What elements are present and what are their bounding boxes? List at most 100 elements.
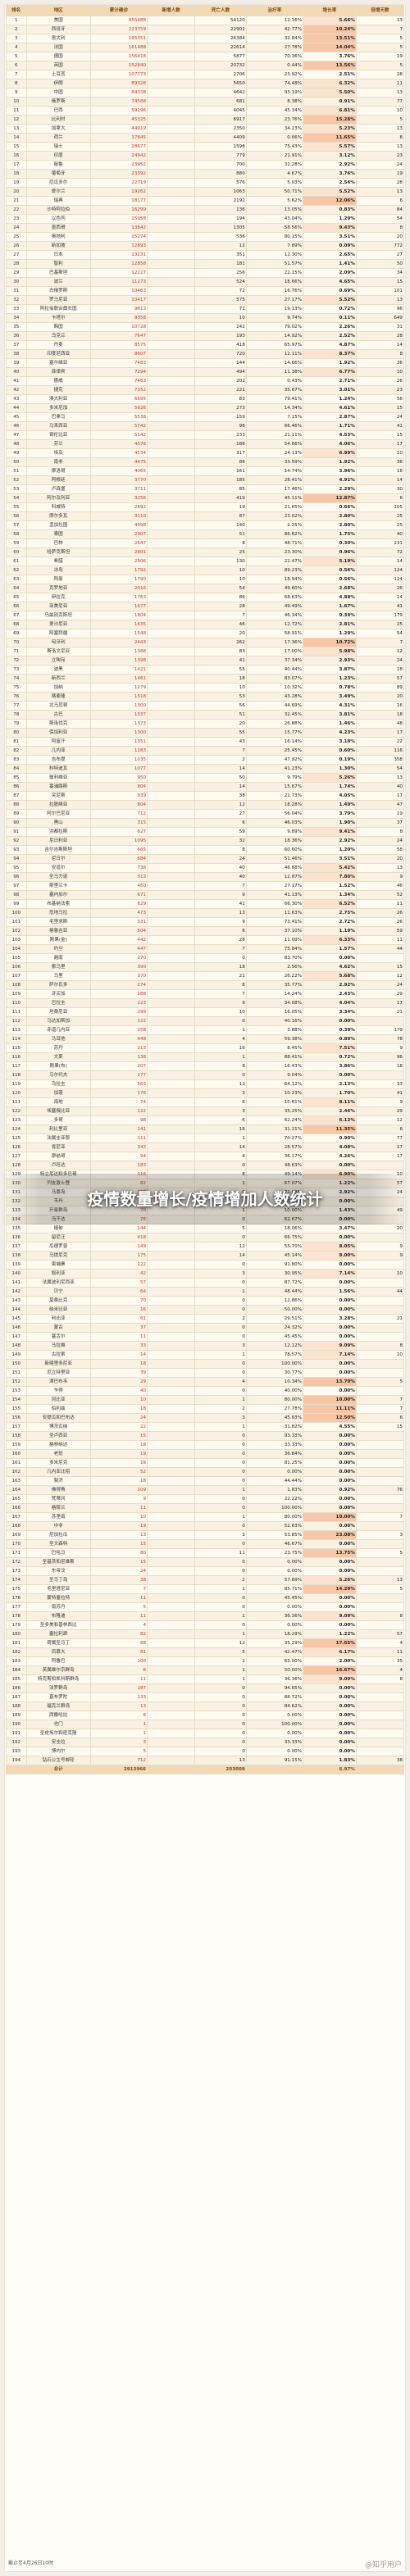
cell-days: 18 [355,710,405,720]
cell-rank: 79 [6,719,27,729]
header-region: 地区 [25,5,91,16]
cell-confirmed: 5538 [89,412,148,422]
cell-new [147,1647,196,1657]
table-row: 52 阿根廷 3770 185 28.41% 4.91% 14 [6,475,405,485]
cell-new [147,557,196,566]
cell-deaths: 5 [194,1647,247,1657]
cell-growth: 0.30% [303,538,357,548]
cell-growth: 4.31% [303,701,357,711]
table-row: 109 牙买加 288 7 14.24% 2.43% 29 [6,989,405,999]
cell-region: 韩国 [25,322,91,332]
cell-deaths: 10 [194,1007,247,1017]
cell-rate: 50.00% [245,1665,304,1675]
cell-days [355,1701,405,1711]
cell-new [147,304,196,314]
cell-rank: 167 [6,1512,27,1522]
table-row: 20 爱尔兰 19262 1063 50.71% 5.52% 13 [6,187,405,197]
cell-new [147,403,196,413]
cell-rate: 27.78% [245,1404,304,1414]
cell-region: 哈萨克斯坦 [25,547,91,557]
cell-rate: 4.67% [245,169,304,179]
table-row: 11 巴西 59196 4045 45.34% 6.81% 10 [6,106,405,116]
cell-days: 28 [355,178,405,188]
cell-new [147,1701,196,1711]
cell-confirmed: 33 [89,1341,148,1351]
cell-confirmed: 5926 [89,403,148,413]
cell-rate: 80.15% [245,232,304,242]
cell-days: 77 [355,1134,405,1143]
cell-rank: 153 [6,1386,27,1396]
cell-deaths: 419 [194,493,247,503]
cell-rank: 165 [6,1494,27,1504]
cell-confirmed: 712 [89,1756,148,1765]
cell-deaths: 159 [194,412,247,422]
cell-region: 文莱 [25,1052,91,1062]
cell-rate: 30.95% [245,1269,304,1279]
cell-new [147,1575,196,1585]
cell-new [147,827,196,837]
cell-new [147,1341,196,1351]
table-row: 137 瓜德罗普 149 12 55.70% 8.05% 9 [6,1242,405,1252]
cell-days [355,1711,405,1720]
cell-rate: 35.87% [245,385,304,395]
cell-new [147,277,196,287]
cell-rate: 42.77% [245,25,304,34]
cell-rate: 9.79% [245,773,304,783]
table-row: 26 新加坡 12693 12 7.89% 0.09% 772 [6,241,405,251]
cell-confirmed: 460 [89,881,148,891]
table-row: 7 土耳其 107773 2706 23.92% 2.51% 28 [6,70,405,80]
cell-rate: 0.00% [245,1602,304,1612]
cell-days: 10 [355,106,405,116]
cell-growth: 23.08% [303,1530,357,1540]
cell-deaths: 55 [194,728,247,738]
cell-growth: 3.51% [303,854,357,864]
cell-new [147,1674,196,1684]
cell-new [147,953,196,963]
cell-region: 塞舌尔 [25,1332,91,1342]
cell-deaths: 3 [194,1341,247,1351]
cell-region: 巴拉圭 [25,998,91,1008]
cell-days [355,1539,405,1549]
cell-confirmed: 4475 [89,457,148,467]
cell-deaths: 0 [194,1692,247,1702]
cell-new [147,457,196,467]
cell-deaths: 20 [194,629,247,638]
cell-region: 中国 [25,88,91,98]
cell-rate: 12.87% [245,872,304,882]
cell-deaths: 14 [194,1143,247,1152]
cell-region: 安圭拉 [25,1738,91,1747]
cell-growth: 2.80% [303,511,357,521]
cell-new [147,1368,196,1378]
table-row: 167 苏里南 10 1 80.00% 10.00% 7 [6,1512,405,1522]
cell-growth: 0.00% [303,1602,357,1612]
cell-rank: 59 [6,538,27,548]
cell-growth: 3.96% [303,466,357,476]
cell-growth: 4.53% [303,430,357,440]
cell-new [147,1079,196,1089]
cell-days: 12 [355,1115,405,1125]
cell-new [147,1052,196,1062]
cell-confirmed: 627 [89,827,148,837]
cell-deaths: 3 [194,1106,247,1116]
cell-deaths: 6 [194,818,247,828]
cell-days [355,1602,405,1612]
cell-region: 克罗地亚 [25,584,91,593]
cell-rank: 67 [6,611,27,620]
table-row: 175 毛里塔尼亚 7 1 85.71% 14.29% 5 [6,1584,405,1594]
cell-confirmed: 39 [89,1368,148,1378]
table-row: 33 阿拉伯联合酋长国 9813 71 19.13% 0.72% 96 [6,304,405,314]
cell-confirmed: 1300 [89,728,148,738]
cell-rank: 185 [6,1674,27,1684]
cell-rate: 2.25% [245,520,304,530]
cell-confirmed: 2601 [89,547,148,557]
cell-rank: 156 [6,1413,27,1423]
cell-growth: 1.23% [303,674,357,684]
cell-rank: 84 [6,764,27,774]
cell-deaths: 4409 [194,133,247,143]
cell-rate: 18.36% [245,836,304,846]
cell-deaths: 10 [194,575,247,584]
table-row: 67 乌兹别克斯坦 1804 7 46.34% 0.39% 179 [6,611,405,620]
table-row: 183 阿鲁巴 100 2 65.00% 2.00% 35 [6,1656,405,1666]
cell-days [355,1359,405,1369]
cell-rate: 41.23% [245,764,304,774]
